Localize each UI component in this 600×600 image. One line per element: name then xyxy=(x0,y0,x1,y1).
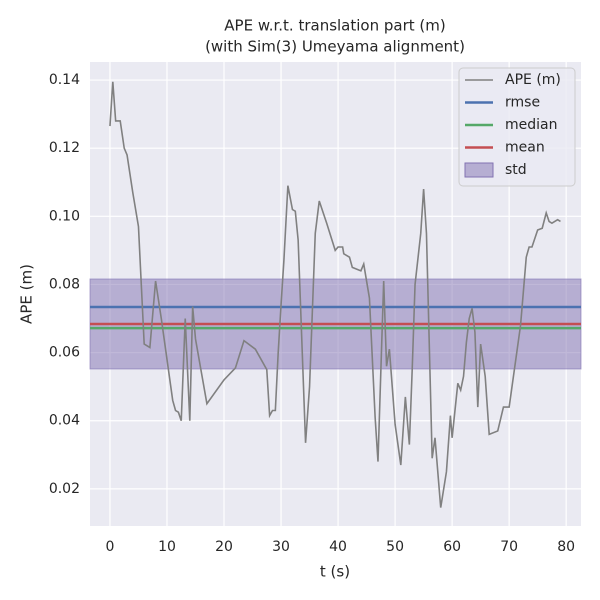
x-tick-label: 10 xyxy=(158,539,176,555)
legend-swatch xyxy=(464,162,494,178)
y-tick-label: 0.10 xyxy=(49,208,80,224)
chart-title: APE w.r.t. translation part (m) xyxy=(224,17,445,35)
chart-subtitle: (with Sim(3) Umeyama alignment) xyxy=(205,38,465,56)
x-tick-label: 70 xyxy=(500,539,518,555)
legend-box xyxy=(458,67,576,187)
y-tick-label: 0.06 xyxy=(49,345,80,361)
x-tick-label: 40 xyxy=(329,539,347,555)
legend-label: APE (m) xyxy=(505,72,561,88)
x-tick-label: 60 xyxy=(443,539,461,555)
x-tick-label: 80 xyxy=(557,539,575,555)
y-tick-label: 0.04 xyxy=(49,413,80,429)
y-tick-label: 0.12 xyxy=(49,140,80,156)
y-tick-label: 0.02 xyxy=(49,481,80,497)
legend-label: mean xyxy=(505,140,545,156)
y-axis-label: APE (m) xyxy=(18,264,36,324)
ape-line xyxy=(109,81,561,508)
x-tick-label: 20 xyxy=(215,539,233,555)
x-tick-label: 50 xyxy=(386,539,404,555)
legend-label: std xyxy=(505,162,527,178)
x-tick-label: 0 xyxy=(105,539,114,555)
y-tick-label: 0.08 xyxy=(49,276,80,292)
x-tick-label: 30 xyxy=(272,539,290,555)
x-axis-label: t (s) xyxy=(320,563,350,581)
legend-label: median xyxy=(505,117,557,133)
legend-label: rmse xyxy=(505,95,540,111)
y-tick-label: 0.14 xyxy=(49,72,80,88)
